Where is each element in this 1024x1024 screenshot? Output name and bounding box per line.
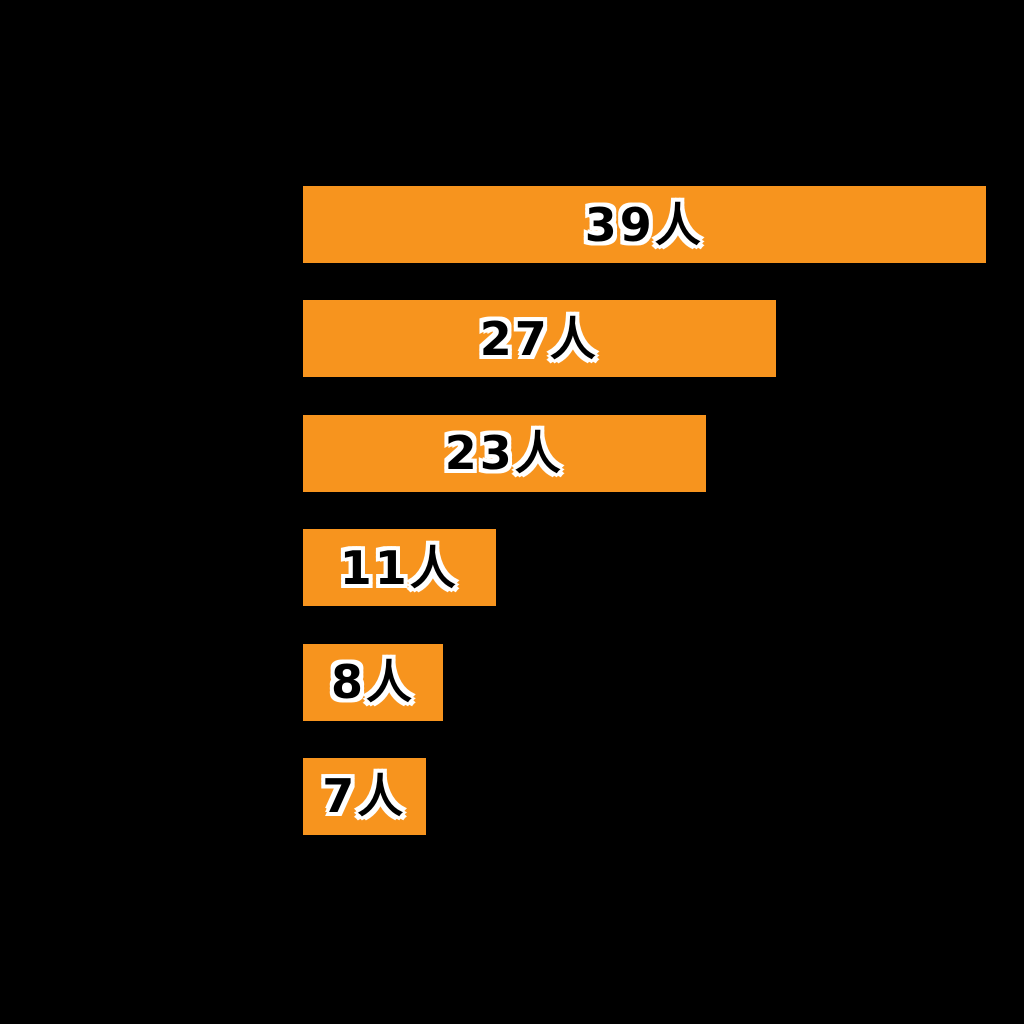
bar-value-label: 7人 [322, 769, 407, 824]
bar-row: 8人 [303, 643, 1003, 721]
bar-value-label: 11人 [339, 540, 459, 595]
bar-value-label: 23人 [444, 426, 564, 481]
bar-row: 23人 [303, 414, 1003, 492]
bar-value-label: 39人 [584, 197, 704, 252]
bar: 39人 [303, 186, 986, 263]
bar-row: 11人 [303, 529, 1003, 607]
bar: 23人 [303, 414, 706, 492]
bar: 8人 [303, 643, 443, 721]
bar-value-label: 8人 [330, 655, 415, 710]
bar: 27人 [303, 300, 776, 378]
bar-row: 7人 [303, 757, 1003, 835]
bar: 7人 [303, 757, 426, 835]
bar-chart: 39人 27人 23人 11人 8人 7人 [303, 186, 1003, 872]
bar-value-label: 27人 [479, 311, 599, 366]
bar-row: 27人 [303, 300, 1003, 378]
bar: 11人 [303, 529, 496, 607]
bar-row: 39人 [303, 186, 1003, 263]
